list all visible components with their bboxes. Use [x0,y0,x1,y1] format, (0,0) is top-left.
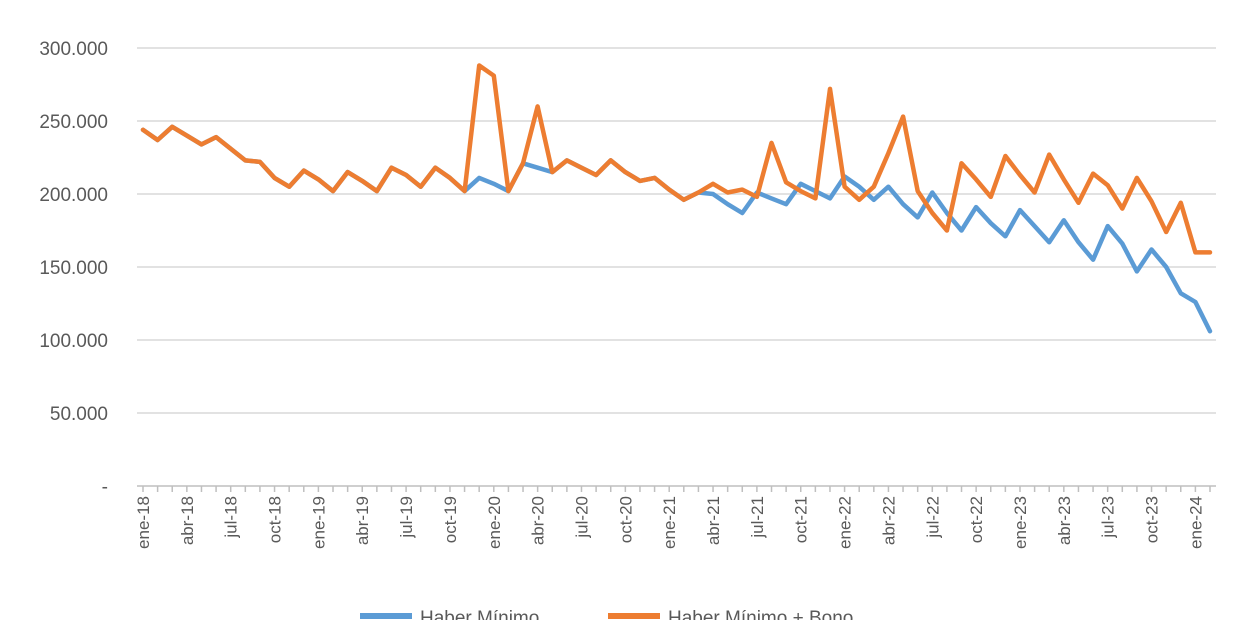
x-tick-label: abr-18 [178,496,197,545]
x-tick-label: ene-21 [660,496,679,549]
y-axis: - 50.000 100.000 150.000 200.000 250.000 300.0… [39,39,108,498]
x-tick-label: jul-23 [1099,496,1118,539]
legend-label: Haber Mínimo + Bono [668,608,853,620]
x-tick-label: jul-21 [748,496,767,539]
legend: Haber Mínimo Haber Mínimo + Bono [360,608,853,620]
x-axis: ene-18 abr-18 jul-18 oct-18 ene-19 abr-19 jul-… [134,486,1211,549]
x-tick-label: oct-18 [266,496,285,543]
x-tick-label: oct-20 [616,496,635,543]
x-tick-label: abr-23 [1055,496,1074,545]
x-tick-label: oct-21 [792,496,811,543]
x-tick-label: oct-22 [967,496,986,543]
y-tick-label: - [102,477,108,498]
x-tick-label: oct-19 [441,496,460,543]
y-tick-label: 250.000 [39,112,108,133]
x-tick-label: oct-23 [1143,496,1162,543]
x-tick-label: ene-24 [1186,496,1205,549]
x-tick-label: jul-22 [923,496,942,539]
gridlines [137,47,1216,414]
y-tick-label: 200.000 [39,185,108,206]
y-tick-label: 300.000 [39,39,108,60]
y-tick-label: 150.000 [39,258,108,279]
series-line-haber-minimo-bono [140,63,1213,255]
x-tick-label: jul-20 [572,496,591,539]
y-tick-label: 50.000 [50,404,108,425]
legend-label: Haber Mínimo [420,608,539,620]
x-tick-label: abr-21 [704,496,723,545]
x-tick-label: ene-18 [134,496,153,549]
x-tick-label: ene-20 [485,496,504,549]
x-tick-label: ene-22 [836,496,855,549]
x-tick-label: jul-19 [397,496,416,539]
series-lines [140,63,1213,334]
x-tick-label: abr-19 [353,496,372,545]
x-tick-label: ene-19 [309,496,328,549]
y-tick-label: 100.000 [39,331,108,352]
x-tick-label: jul-18 [222,496,241,539]
x-tick-label: abr-20 [529,496,548,545]
x-tick-label: abr-22 [879,496,898,545]
x-tick-label: ene-23 [1011,496,1030,549]
